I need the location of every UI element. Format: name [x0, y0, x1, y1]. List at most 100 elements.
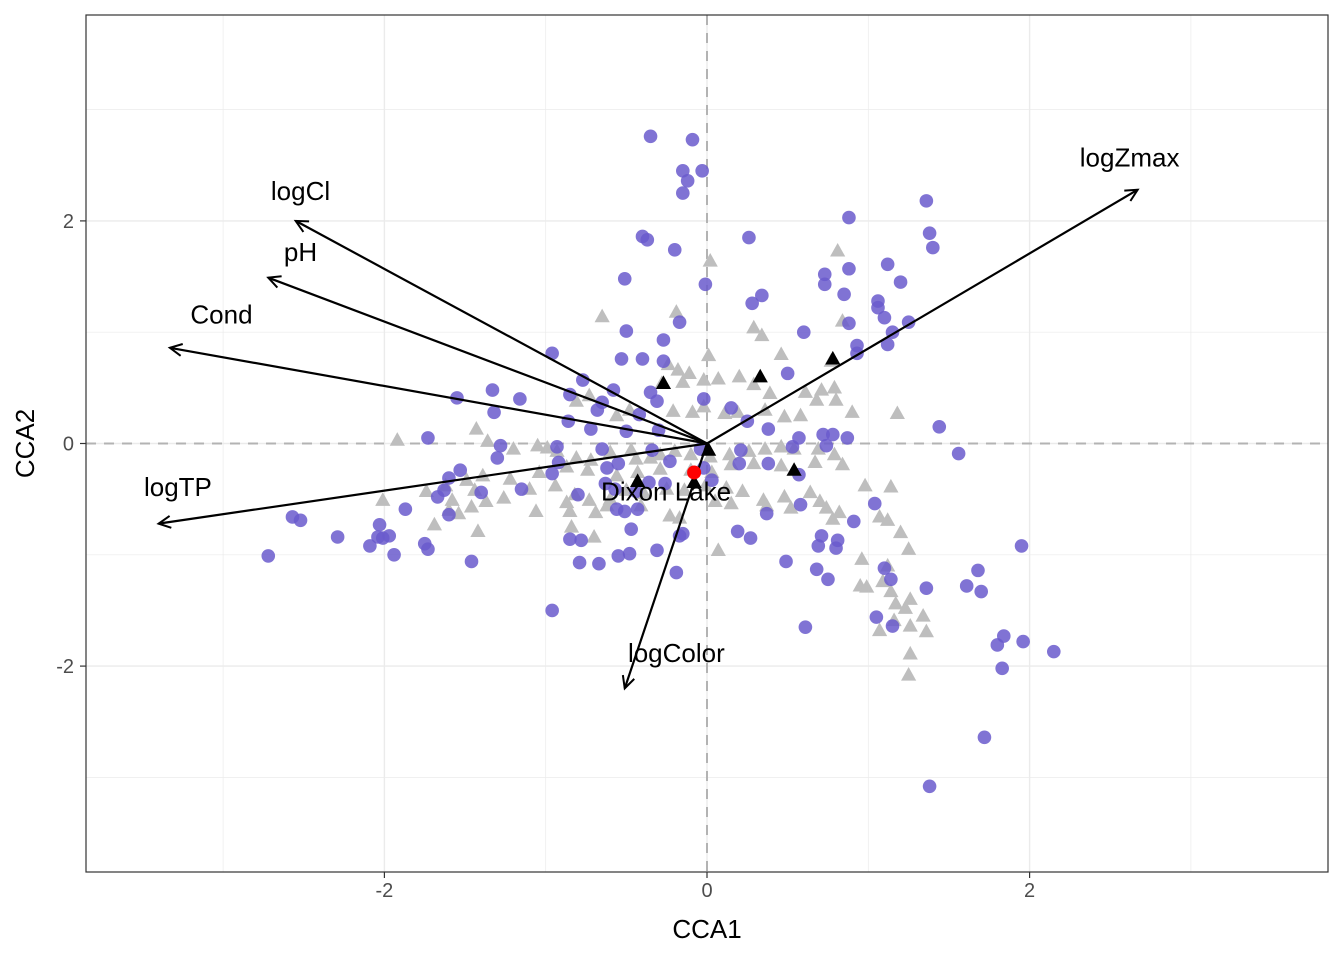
- species-point: [746, 376, 762, 391]
- site-point: [363, 539, 377, 553]
- site-point: [563, 532, 577, 547]
- site-point: [261, 549, 276, 563]
- y-axis-title: CCA2: [10, 409, 40, 478]
- site-point: [919, 194, 934, 208]
- species-point: [652, 461, 668, 475]
- species-point: [773, 457, 789, 472]
- vector-label-logzmax: logZmax: [1080, 143, 1180, 173]
- site-point: [796, 325, 811, 340]
- site-point: [592, 556, 606, 571]
- species-point: [754, 327, 770, 342]
- species-point: [730, 404, 746, 418]
- site-point: [695, 164, 709, 178]
- site-point: [608, 482, 622, 496]
- site-point: [382, 529, 397, 543]
- species-point: [844, 404, 860, 418]
- species-point: [568, 449, 584, 464]
- highlight-species-point: [786, 462, 802, 476]
- site-point: [705, 473, 719, 488]
- species-point: [676, 482, 693, 496]
- site-point: [877, 310, 892, 325]
- species-point: [802, 484, 818, 499]
- species-point: [826, 446, 843, 461]
- site-point: [672, 315, 687, 329]
- site-point: [572, 555, 587, 570]
- site-point: [640, 233, 655, 247]
- species-point: [746, 319, 762, 334]
- vector-arrow-logcl: [293, 219, 708, 445]
- species-point: [588, 504, 604, 519]
- species-point: [718, 480, 734, 494]
- species-point: [757, 441, 773, 455]
- species-point: [721, 446, 738, 461]
- site-point: [730, 524, 745, 539]
- species-point: [665, 403, 681, 417]
- site-point: [584, 422, 598, 436]
- site-point: [871, 300, 885, 315]
- site-point: [842, 210, 856, 225]
- species-point: [797, 384, 813, 398]
- species-point: [609, 407, 625, 422]
- site-point: [885, 619, 900, 633]
- site-point: [669, 565, 684, 580]
- site-point: [658, 476, 672, 491]
- site-point: [474, 485, 488, 500]
- site-point: [745, 296, 759, 311]
- site-point: [643, 129, 658, 144]
- site-point: [761, 456, 776, 471]
- site-point: [977, 730, 992, 745]
- highlight-species-points: [630, 350, 841, 489]
- site-point: [880, 257, 895, 272]
- site-point: [619, 324, 634, 338]
- species-point: [594, 308, 610, 323]
- species-point: [478, 493, 494, 507]
- site-point: [816, 427, 830, 442]
- site-point: [819, 438, 834, 453]
- site-point: [743, 531, 758, 545]
- species-point: [707, 493, 723, 507]
- site-point: [880, 337, 895, 352]
- highlight-species-point: [701, 442, 717, 456]
- site-point: [513, 392, 527, 406]
- species-point: [762, 385, 778, 400]
- site-point: [437, 483, 451, 498]
- species-point: [531, 464, 547, 479]
- species-point: [530, 437, 546, 452]
- site-point: [611, 456, 626, 471]
- species-point: [783, 500, 799, 514]
- site-point: [755, 288, 769, 303]
- site-point: [893, 275, 908, 289]
- species-point: [668, 304, 684, 318]
- x-tick-label: 0: [701, 880, 712, 902]
- vector-arrow-ph: [266, 275, 708, 445]
- site-point: [630, 502, 645, 516]
- highlight-species-point: [686, 474, 702, 489]
- site-point: [574, 533, 588, 548]
- site-point: [624, 522, 638, 536]
- species-point: [810, 441, 826, 455]
- site-point: [453, 463, 468, 478]
- vector-arrow-logzmax: [706, 188, 1140, 445]
- species-point: [683, 446, 699, 461]
- site-point: [600, 461, 614, 475]
- site-point: [811, 539, 826, 553]
- species-point: [583, 452, 599, 466]
- site-point: [545, 603, 559, 618]
- species-point: [831, 504, 847, 519]
- axis-ticks: -2 0 2 -2 0 2: [56, 211, 1035, 902]
- site-point: [846, 514, 861, 529]
- species-point: [502, 471, 518, 485]
- x-tick-label: 2: [1024, 880, 1035, 902]
- y-tick-label: 0: [63, 434, 74, 456]
- species-point: [902, 618, 918, 632]
- target-site-label: Dixon Lake: [601, 476, 731, 506]
- species-point: [776, 408, 793, 423]
- site-point: [421, 542, 435, 557]
- x-tick-label: -2: [376, 880, 394, 902]
- species-point: [496, 490, 512, 504]
- site-point: [611, 549, 626, 563]
- highlight-species-point: [825, 350, 841, 365]
- site-point: [545, 466, 559, 481]
- vector-label-cond: Cond: [190, 299, 252, 329]
